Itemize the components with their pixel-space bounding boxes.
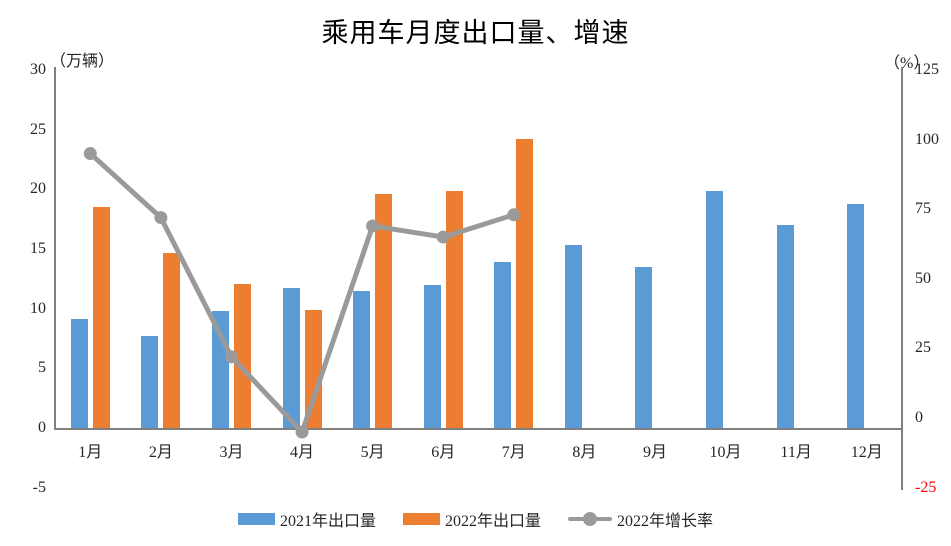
legend-line-marker-icon <box>568 512 612 526</box>
x-label-3: 3月 <box>219 444 244 461</box>
bar-2021年出口量-10月 <box>706 190 724 428</box>
x-label-2: 2月 <box>148 444 173 461</box>
legend-label-2022-exports: 2022年出口量 <box>444 513 541 530</box>
bar-2021年出口量-6月 <box>423 284 441 428</box>
x-label-4: 4月 <box>290 444 315 461</box>
x-label-12: 12月 <box>850 444 883 461</box>
left-axis-tick-0: 0 <box>38 419 46 436</box>
right-axis-tick-25: 25 <box>915 339 931 357</box>
bar-2021年出口量-12月 <box>847 203 865 428</box>
legend-item-2021-exports: 2021年出口量 <box>237 507 376 531</box>
bar-2022年出口量-4月 <box>304 309 322 428</box>
legend-item-2022-exports: 2022年出口量 <box>402 507 541 531</box>
bar-2021年出口量-5月 <box>353 290 371 428</box>
bar-2022年出口量-3月 <box>233 283 251 428</box>
x-label-7: 7月 <box>501 444 526 461</box>
legend-swatch-2021-exports <box>237 513 275 525</box>
legend-label-2022-growth-rate: 2022年增长率 <box>617 513 714 530</box>
right-axis-tick--25: -25 <box>915 478 937 496</box>
growth-rate-marker-1 <box>83 147 97 161</box>
legend: 2021年出口量 2022年出口量 2022年增长率 <box>0 507 951 531</box>
right-axis-tick-75: 75 <box>915 200 931 218</box>
chart-title: 乘用车月度出口量、增速 <box>321 18 630 48</box>
left-axis-tick-5: 5 <box>38 359 46 377</box>
x-label-5: 5月 <box>360 444 385 461</box>
bar-2022年出口量-7月 <box>516 139 534 428</box>
bar-2022年出口量-5月 <box>375 194 393 428</box>
bar-2021年出口量-8月 <box>564 245 582 428</box>
left-axis-tick--5: -5 <box>32 478 46 496</box>
growth-rate-marker-2 <box>154 211 168 225</box>
x-label-1: 1月 <box>78 444 103 461</box>
left-axis-line <box>54 67 56 430</box>
bar-2022年出口量-2月 <box>163 252 181 428</box>
right-axis-tick-100: 100 <box>915 130 939 148</box>
right-axis-tick-0: 0 <box>915 409 923 427</box>
x-label-10: 10月 <box>709 444 742 461</box>
left-axis-tick-30: 30 <box>30 61 46 78</box>
bar-2021年出口量-4月 <box>282 288 300 428</box>
left-axis-tick-10: 10 <box>30 299 46 317</box>
x-axis-line <box>54 428 903 430</box>
right-axis-tick-125: 125 <box>915 61 939 78</box>
bar-2021年出口量-11月 <box>776 225 794 428</box>
right-axis-line <box>901 67 903 490</box>
x-label-9: 9月 <box>642 444 667 461</box>
x-label-6: 6月 <box>431 444 456 461</box>
legend-item-2022-growth-rate: 2022年增长率 <box>568 507 713 531</box>
x-label-8: 8月 <box>572 444 597 461</box>
bar-2022年出口量-1月 <box>92 207 110 428</box>
bar-2022年出口量-6月 <box>445 190 463 428</box>
left-axis-unit-label: （万辆） <box>50 53 115 70</box>
left-axis-tick-25: 25 <box>30 120 46 138</box>
legend-label-2021-exports: 2021年出口量 <box>279 513 376 530</box>
legend-swatch-2022-exports <box>402 513 440 525</box>
bar-2021年出口量-2月 <box>141 336 159 428</box>
bar-2021年出口量-3月 <box>211 311 229 428</box>
bar-2021年出口量-7月 <box>494 262 512 428</box>
left-axis-tick-20: 20 <box>30 180 46 198</box>
left-axis-tick-15: 15 <box>30 240 46 257</box>
right-axis-tick-50: 50 <box>915 269 931 287</box>
legend-dot-icon <box>583 512 597 526</box>
bar-2021年出口量-9月 <box>635 266 653 428</box>
right-axis-unit-label: （%） <box>884 55 930 72</box>
bar-2021年出口量-1月 <box>70 319 88 428</box>
x-label-11: 11月 <box>780 444 812 461</box>
